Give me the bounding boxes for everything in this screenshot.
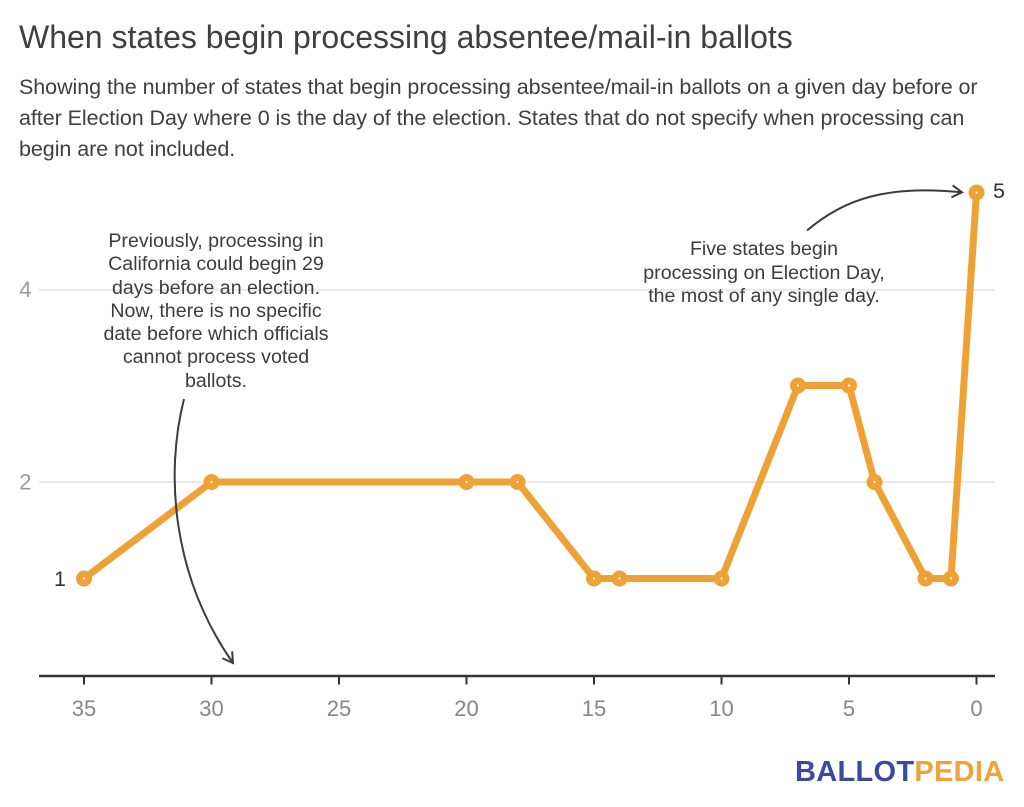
svg-text:30: 30 xyxy=(199,696,223,721)
svg-text:5: 5 xyxy=(843,696,855,721)
svg-text:10: 10 xyxy=(709,696,733,721)
svg-text:0: 0 xyxy=(970,696,982,721)
svg-text:15: 15 xyxy=(582,696,606,721)
svg-text:4: 4 xyxy=(19,277,31,302)
svg-text:25: 25 xyxy=(327,696,351,721)
svg-text:2: 2 xyxy=(19,470,31,495)
svg-text:35: 35 xyxy=(72,696,96,721)
svg-text:20: 20 xyxy=(454,696,478,721)
